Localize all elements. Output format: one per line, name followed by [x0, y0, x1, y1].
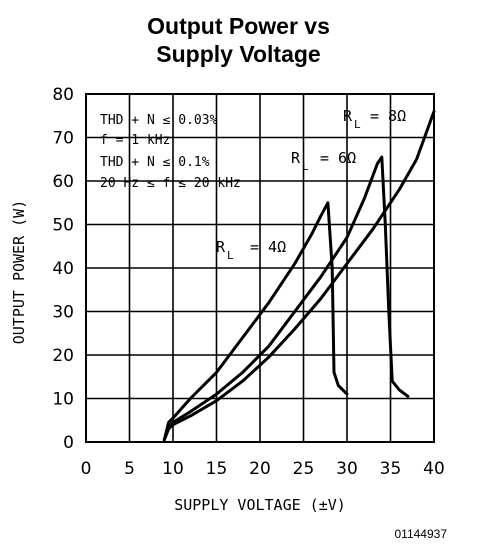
series-label-6ohm-value: = 6Ω: [320, 149, 356, 167]
document-number: 01144937: [394, 527, 448, 541]
series-label-4ohm-sub: L: [227, 249, 234, 262]
annotation-freq-1: f = 1 kHz: [100, 133, 170, 148]
x-tick-25: 25: [293, 459, 315, 479]
y-tick-40: 40: [52, 259, 74, 279]
series-label-8ohm: R L = 8Ω: [343, 107, 406, 131]
y-tick-10: 10: [52, 390, 74, 410]
y-tick-0: 0: [63, 433, 74, 453]
series-line-6ohm: [162, 155, 410, 442]
series-label-4ohm-name: R: [216, 238, 226, 256]
series-label-6ohm-sub: L: [302, 160, 309, 173]
x-tick-40: 40: [423, 459, 445, 479]
y-tick-20: 20: [52, 346, 74, 366]
series-label-4ohm: R L = 4Ω: [216, 238, 286, 262]
y-tick-70: 70: [52, 129, 74, 149]
series-label-8ohm-sub: L: [354, 118, 361, 131]
series-lines: [162, 109, 436, 442]
plot-border: [85, 93, 435, 443]
x-axis-label: SUPPLY VOLTAGE (±V): [174, 496, 346, 514]
chart-title-line-1: Output Power vs: [147, 13, 330, 39]
y-tick-60: 60: [52, 172, 74, 192]
annotation-freq-2: 20 Hz ≤ f ≤ 20 kHz: [100, 176, 241, 191]
x-tick-5: 5: [124, 459, 135, 479]
series-line-8ohm: [162, 109, 436, 442]
chart-title-line-2: Supply Voltage: [156, 41, 321, 67]
x-tick-20: 20: [249, 459, 271, 479]
series-label-8ohm-value: = 8Ω: [370, 107, 406, 125]
series-label-6ohm: R L = 6Ω: [291, 149, 356, 173]
x-tick-30: 30: [336, 459, 358, 479]
annotation-thd-2: THD + N ≤ 0.1%: [100, 155, 210, 170]
x-tick-10: 10: [162, 459, 184, 479]
y-tick-50: 50: [52, 216, 74, 236]
x-tick-15: 15: [206, 459, 228, 479]
series-label-8ohm-name: R: [343, 107, 353, 125]
y-tick-30: 30: [52, 303, 74, 323]
series-label-4ohm-value: = 4Ω: [250, 238, 286, 256]
x-tick-0: 0: [81, 459, 92, 479]
tick-labels: 0 5 10 15 20 25 30 35 40 0 10 20 30 40 50 60 70 80: [52, 85, 444, 479]
annotation-thd-1: THD + N ≤ 0.03%: [100, 113, 218, 128]
y-tick-80: 80: [52, 85, 74, 105]
x-tick-35: 35: [380, 459, 402, 479]
series-label-6ohm-name: R: [291, 149, 301, 167]
series-line-4ohm: [162, 201, 349, 442]
y-axis-label: OUTPUT POWER (W): [10, 200, 28, 345]
